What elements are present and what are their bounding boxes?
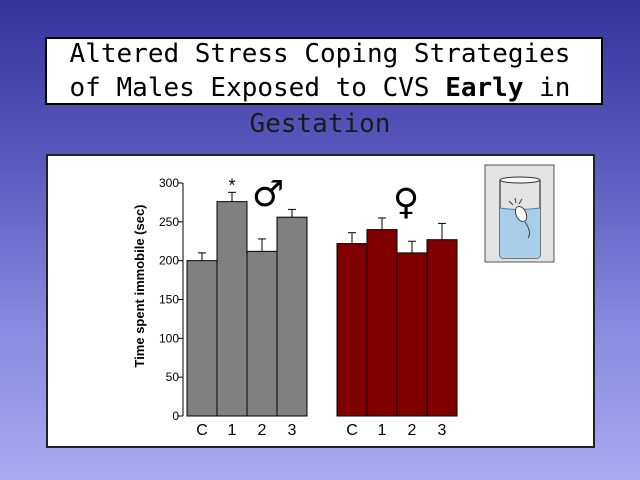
female-symbol-icon: ♀ (393, 182, 419, 223)
y-tick-label: 150 (159, 293, 179, 307)
y-tick-label: 0 (172, 409, 179, 423)
bar (366, 229, 398, 417)
x-tick-label: 2 (408, 422, 417, 439)
x-tick-label: 1 (228, 422, 237, 439)
male-symbol-icon: ♂ (252, 174, 284, 215)
swim-test-beaker-icon (484, 164, 555, 263)
x-tick-label: 1 (378, 422, 387, 439)
title-line-2-prefix: of Males Exposed to CVS (69, 73, 446, 103)
bar (186, 260, 218, 417)
bar-layer (186, 191, 458, 417)
y-tick-label: 250 (159, 215, 179, 229)
x-tick-label: C (196, 422, 208, 439)
label-layer: C * 1 2 3 ♂ C 1 2 3 ♀ (196, 174, 446, 439)
bar (396, 252, 428, 417)
significance-marker: * (228, 175, 235, 195)
y-axis-label: Time spent immobile (sec) (132, 204, 147, 367)
y-tick-label: 50 (166, 370, 180, 384)
y-axis: 0 50 100 150 200 250 300 (159, 176, 184, 423)
bar (246, 250, 278, 417)
y-tick-label: 300 (159, 176, 179, 190)
title-line-2-suffix: in (523, 73, 571, 103)
y-tick-label: 200 (159, 254, 179, 268)
bar (276, 216, 308, 417)
title-line-1: Altered Stress Coping Strategies (69, 39, 571, 69)
title-line-2: of Males Exposed to CVS Early in (0, 72, 640, 104)
title-box (45, 37, 603, 105)
x-tick-label: C (346, 422, 358, 439)
y-tick-label: 100 (159, 331, 179, 345)
title-line-3: Gestation (249, 109, 391, 139)
bar (336, 243, 368, 417)
bar (426, 239, 458, 417)
x-tick-label: 2 (258, 422, 267, 439)
bar (216, 201, 248, 417)
title-emphasis-early: Early (445, 73, 524, 103)
x-tick-label: 3 (438, 422, 447, 439)
x-tick-label: 3 (288, 422, 297, 439)
